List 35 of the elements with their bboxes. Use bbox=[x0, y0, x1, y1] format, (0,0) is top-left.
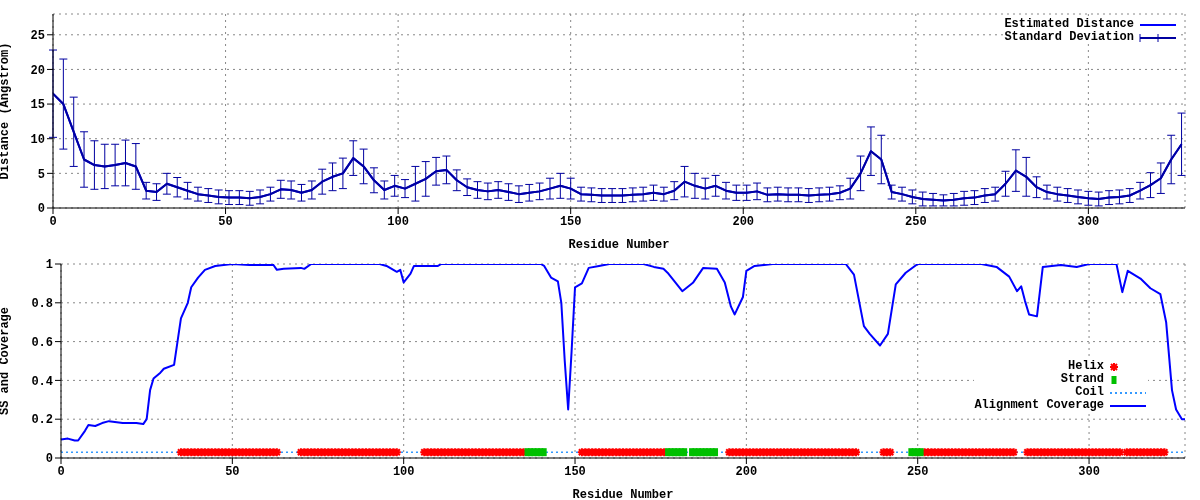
x-tick-label: 150 bbox=[559, 214, 582, 229]
x-tick-label: 200 bbox=[732, 214, 755, 229]
y-tick-label: 0.4 bbox=[31, 374, 53, 389]
x-tick-label: 150 bbox=[564, 464, 586, 479]
legend-label: Helix bbox=[1067, 359, 1104, 373]
x-tick-label: 0 bbox=[57, 464, 65, 479]
y-axis-title: SS and Coverage bbox=[0, 306, 13, 416]
x-tick-label: 250 bbox=[906, 464, 929, 479]
y-tick-label: 0 bbox=[37, 202, 45, 217]
y-tick-label: 10 bbox=[30, 132, 45, 147]
y-tick-label: 25 bbox=[30, 29, 45, 44]
x-tick-label: 250 bbox=[905, 214, 927, 229]
x-axis-title: Residue Number bbox=[568, 238, 670, 252]
legend-label: Coil bbox=[1075, 385, 1104, 399]
x-tick-label: 100 bbox=[392, 464, 415, 479]
x-tick-label: 300 bbox=[1077, 214, 1100, 229]
x-tick-label: 300 bbox=[1078, 464, 1100, 479]
y-tick-label: 0 bbox=[45, 452, 53, 467]
legend-label: Estimated Distance bbox=[1004, 17, 1134, 31]
x-tick-label: 50 bbox=[218, 214, 233, 229]
legend-label: Standard Deviation bbox=[1004, 30, 1134, 44]
legend-label: Strand bbox=[1060, 372, 1104, 386]
y-tick-label: 20 bbox=[30, 63, 45, 78]
y-tick-label: 0.8 bbox=[31, 297, 53, 312]
x-tick-label: 50 bbox=[225, 464, 240, 479]
y-tick-label: 0.6 bbox=[31, 335, 53, 350]
y-tick-label: 1 bbox=[45, 258, 53, 273]
y-axis-title: Distance (Angstrom) bbox=[0, 42, 13, 180]
x-tick-label: 100 bbox=[387, 214, 409, 229]
x-tick-label: 200 bbox=[735, 464, 758, 479]
y-tick-label: 15 bbox=[30, 98, 45, 113]
x-axis-title: Residue Number bbox=[572, 488, 674, 500]
y-tick-label: 0.2 bbox=[31, 413, 53, 428]
legend-label: Alignment Coverage bbox=[974, 398, 1104, 412]
y-tick-label: 5 bbox=[37, 167, 45, 182]
